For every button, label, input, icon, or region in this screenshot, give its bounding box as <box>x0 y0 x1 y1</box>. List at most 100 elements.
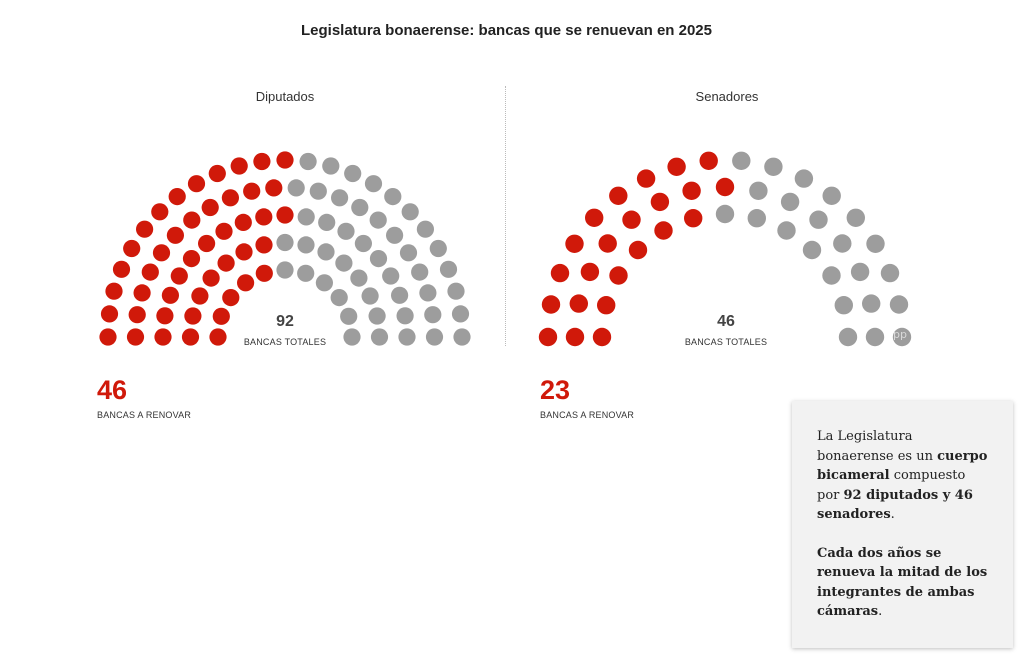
seat-remain <box>794 169 814 188</box>
seat-remain <box>833 234 852 253</box>
seat-renew <box>715 177 735 197</box>
seat-renew <box>622 210 641 229</box>
seat-remain <box>747 209 766 228</box>
seat-remain <box>337 222 355 240</box>
seat-remain <box>287 179 305 197</box>
renew-seats-label-senadores: BANCAS A RENOVAR <box>540 410 635 420</box>
seat-renew <box>592 327 612 347</box>
seat-renew <box>191 287 209 305</box>
seat-renew <box>212 307 230 325</box>
info-paragraph-2: Cada dos años se renueva la mitad de los… <box>817 544 989 622</box>
seat-remain <box>315 274 333 292</box>
seat-renew <box>166 226 184 244</box>
seat-renew <box>184 307 202 325</box>
seat-remain <box>822 186 841 205</box>
info-text: . <box>878 604 883 619</box>
seat-renew <box>161 286 179 304</box>
seat-remain <box>340 307 358 325</box>
seat-remain <box>391 286 409 304</box>
seat-remain <box>777 221 796 240</box>
seat-remain <box>862 294 881 313</box>
seat-remain <box>382 267 400 285</box>
seat-remain <box>838 327 858 347</box>
renew-seats-senadores: 23 <box>540 375 571 405</box>
seat-remain <box>880 263 900 283</box>
seat-renew <box>276 151 294 169</box>
seat-remain <box>297 264 315 282</box>
seat-renew <box>253 152 271 171</box>
seat-remain <box>439 260 458 278</box>
seat-remain <box>749 181 768 200</box>
seat-renew <box>209 328 227 346</box>
seat-remain <box>351 198 369 217</box>
seat-renew <box>538 327 558 347</box>
seat-renew <box>237 274 255 292</box>
seat-renew <box>565 327 585 347</box>
seat-renew <box>636 169 656 188</box>
seat-renew <box>187 175 206 193</box>
chamber-name-senadores: Senadores <box>695 89 759 104</box>
seat-renew <box>105 282 123 300</box>
seat-remain <box>834 296 853 315</box>
seat-renew <box>234 213 252 231</box>
seat-remain <box>866 234 885 253</box>
seat-remain <box>809 210 828 229</box>
total-seats-diputados: 92 <box>276 313 294 330</box>
seat-remain <box>309 182 327 200</box>
watermark: pp <box>893 328 907 341</box>
seat-remain <box>331 189 349 207</box>
info-text: . <box>890 507 895 522</box>
seat-renew <box>136 220 154 238</box>
seat-renew <box>123 239 141 258</box>
seat-remain <box>764 157 783 176</box>
seat-renew <box>222 289 240 307</box>
seat-renew <box>201 198 219 217</box>
seat-remain <box>276 233 294 252</box>
seat-renew <box>650 192 670 212</box>
seat-remain <box>865 327 885 347</box>
seat-renew <box>141 263 159 281</box>
seat-remain <box>453 328 471 346</box>
seat-renew <box>183 211 201 229</box>
info-emphasis: 92 diputados y 46 senadores <box>817 487 973 523</box>
seat-renew <box>255 236 273 254</box>
seat-remain <box>889 295 909 314</box>
seat-renew <box>276 206 294 224</box>
seat-renew <box>217 254 235 272</box>
seat-remain <box>850 262 870 282</box>
seat-remain <box>411 263 429 281</box>
seat-remain <box>297 208 315 226</box>
seat-remain <box>318 213 336 231</box>
chamber-divider <box>505 86 506 346</box>
seat-renew <box>100 305 119 323</box>
seat-remain <box>369 250 388 268</box>
total-seats-senadores: 46 <box>717 313 735 330</box>
seat-remain <box>451 305 470 323</box>
seat-remain <box>424 306 442 324</box>
seat-remain <box>399 244 418 262</box>
seat-remain <box>330 289 348 307</box>
seat-renew <box>265 179 283 197</box>
seat-renew <box>221 189 239 207</box>
seat-remain <box>846 208 865 227</box>
seat-renew <box>667 157 686 176</box>
seat-renew <box>170 267 188 285</box>
seat-remain <box>780 192 800 212</box>
seat-renew <box>156 307 174 325</box>
seat-remain <box>276 261 294 279</box>
seat-renew <box>215 222 233 240</box>
seat-renew <box>682 181 701 200</box>
seat-renew <box>580 262 600 282</box>
seat-renew <box>654 221 673 240</box>
seat-remain <box>384 188 402 206</box>
seat-renew <box>133 284 151 302</box>
seat-remain <box>368 307 386 325</box>
seat-remain <box>335 254 353 272</box>
seat-renew <box>541 295 561 314</box>
seat-renew <box>598 234 617 253</box>
seat-renew <box>597 296 616 315</box>
seat-renew <box>208 164 226 183</box>
seat-remain <box>370 328 389 346</box>
seat-renew <box>609 186 628 205</box>
seat-remain <box>317 243 335 261</box>
